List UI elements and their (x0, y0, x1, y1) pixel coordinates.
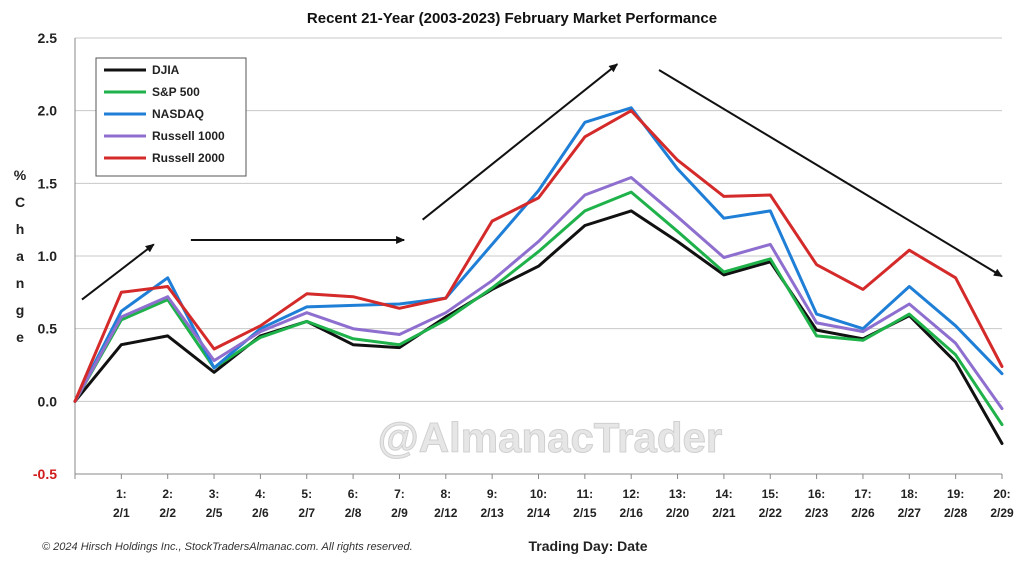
y-tick-label: 1.0 (38, 248, 58, 264)
y-tick-label: 1.5 (38, 175, 58, 191)
y-tick-label: 0.5 (38, 321, 58, 337)
watermark: @AlmanacTrader (378, 414, 722, 461)
legend-label: DJIA (152, 63, 180, 77)
x-tick-label: 13: 2/20 (666, 487, 690, 520)
x-axis-label: Trading Day: Date (528, 538, 647, 554)
y-tick-label: 0.0 (38, 393, 58, 409)
series-line-russell-2000 (73, 109, 1004, 403)
legend-box (95, 57, 247, 177)
legend-label: S&P 500 (152, 85, 200, 99)
y-axis-label-char: n (16, 275, 25, 291)
trend-arrow (422, 63, 619, 221)
x-tick-labels: 1: 2/1 2: 2/2 3: 2/5 4: 2/6 5: 2/7 6: 2/8 7: 2/9 8: 2/1… (74, 474, 1014, 520)
y-axis-label-char: g (16, 302, 25, 318)
x-tick-label: 20: 2/29 (990, 487, 1014, 520)
y-axis-label-char: e (16, 329, 24, 345)
y-tick-label: 2.0 (38, 103, 58, 119)
x-tick-label: 14: 2/21 (712, 487, 736, 520)
legend-label: NASDAQ (152, 107, 204, 121)
trend-arrows (81, 63, 1003, 301)
x-tick-label: 18: 2/27 (898, 487, 922, 520)
legend: DJIA S&P 500 NASDAQ Russell 1000 Russell 200… (95, 57, 247, 177)
x-tick-label: 9: 2/13 (480, 487, 504, 520)
x-tick-label: 3: 2/5 (206, 487, 223, 520)
x-tick-label: 4: 2/6 (252, 487, 269, 520)
x-tick-label: 16: 2/23 (805, 487, 829, 520)
x-tick-label: 15: 2/22 (759, 487, 783, 520)
y-axis-label-char: h (16, 221, 25, 237)
y-axis-label-char: a (16, 248, 24, 264)
series-line-djia (73, 209, 1004, 445)
y-tick-label: -0.5 (33, 466, 57, 482)
x-tick-label: 10: 2/14 (527, 487, 551, 520)
x-tick-label: 19: 2/28 (944, 487, 968, 520)
legend-label: Russell 1000 (152, 129, 225, 143)
y-axis-label-char: % (14, 167, 27, 183)
x-tick-label: 11: 2/15 (573, 487, 597, 520)
x-tick-label: 8: 2/12 (434, 487, 458, 520)
series-line-nasdaq (73, 106, 1004, 403)
y-tick-label: 2.5 (38, 30, 58, 46)
series-lines (73, 106, 1004, 445)
y-tick-labels: 2.5 2.0 1.5 1.0 0.5 0.0 -0.5 (33, 30, 57, 482)
x-tick-label: 5: 2/7 (298, 487, 315, 520)
x-tick-label: 2: 2/2 (159, 487, 176, 520)
x-tick-label: 7: 2/9 (391, 487, 408, 520)
series-line-russell-1000 (73, 176, 1004, 411)
series-line-s-p-500 (73, 190, 1004, 427)
copyright-text: © 2024 Hirsch Holdings Inc., StockTrader… (42, 541, 413, 553)
chart-title: Recent 21-Year (2003-2023) February Mark… (307, 10, 717, 27)
x-tick-label: 12: 2/16 (620, 487, 644, 520)
legend-label: Russell 2000 (152, 151, 225, 165)
trend-arrow (658, 69, 1003, 278)
x-tick-label: 6: 2/8 (345, 487, 362, 520)
y-axis-label-char: C (15, 194, 25, 210)
x-tick-label: 1: 2/1 (113, 487, 130, 520)
x-tick-label: 17: 2/26 (851, 487, 875, 520)
trend-arrow (81, 243, 155, 301)
